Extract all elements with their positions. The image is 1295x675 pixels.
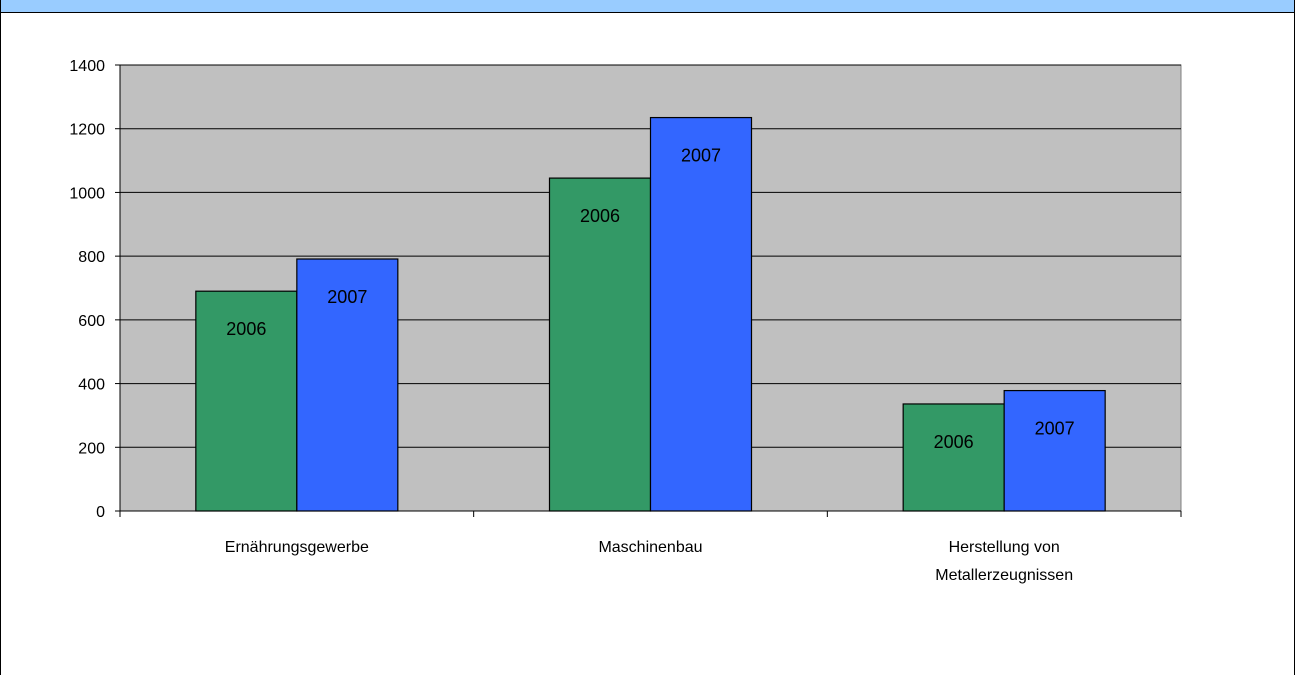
data-label: 2007 [327,287,367,307]
category-labels: Ernährungsgewerbe Maschinenbau Herstellung… [225,539,1073,584]
axes [115,64,1182,517]
data-label: 2006 [580,206,620,226]
y-tick-label: 1200 [69,122,105,139]
y-tick-label: 0 [96,504,105,521]
y-tick-labels: 0 200 400 600 800 1000 1200 1400 [69,58,105,521]
chart-frame-left [0,12,1,675]
y-tick-label: 800 [78,249,105,266]
bar [649,116,753,512]
data-label: 2007 [681,146,721,166]
data-labels: 2006 2007 2006 2007 2006 2007 [226,146,1074,452]
data-label: 2006 [226,319,266,339]
data-label: 2006 [934,432,974,452]
bar [296,258,399,512]
bar [548,177,652,512]
data-label: 2007 [1035,419,1075,439]
category-label: Maschinenbau [598,539,702,556]
y-tick-label: 200 [78,440,105,457]
bar [1003,389,1106,512]
category-label: Ernährungsgewerbe [225,539,369,556]
bars [195,116,1106,512]
category-label: Herstellung von Metallerzeugnissen [935,539,1073,584]
y-tick-label: 1400 [69,58,105,75]
bar [195,290,298,512]
y-tick-label: 600 [78,313,105,330]
y-tick-label: 1000 [69,185,105,202]
y-tick-label: 400 [78,377,105,394]
bar [902,403,1005,512]
